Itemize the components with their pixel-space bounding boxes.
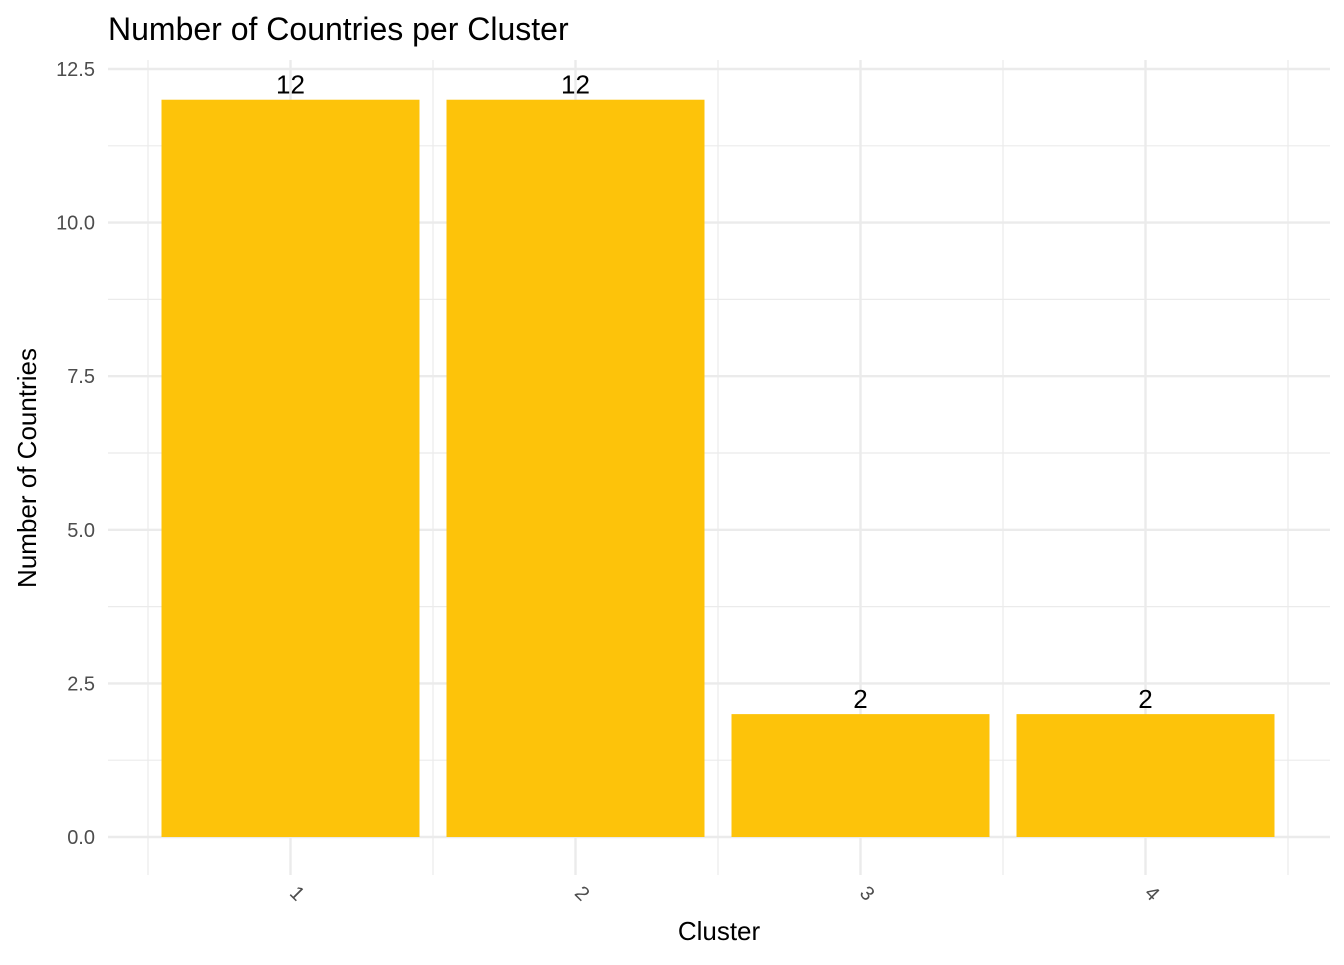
- y-tick-label: 2.5: [67, 673, 95, 695]
- data-label: 2: [1138, 684, 1152, 714]
- x-tick-label: 1: [285, 882, 308, 905]
- y-tick-label: 5.0: [67, 520, 95, 542]
- x-axis-ticks: 1 2 3 4: [285, 882, 1163, 905]
- data-label: 12: [276, 70, 305, 100]
- data-label: 2: [853, 684, 867, 714]
- x-axis-title: Cluster: [678, 916, 761, 946]
- data-label: 12: [561, 70, 590, 100]
- bar-cluster-2: [446, 99, 705, 838]
- y-tick-label: 12.5: [56, 59, 95, 81]
- y-axis-title: Number of Countries: [12, 348, 42, 588]
- bars: [161, 99, 1275, 838]
- bar-cluster-4: [1016, 714, 1275, 837]
- y-axis-ticks: 0.0 2.5 5.0 7.5 10.0 12.5: [56, 59, 95, 849]
- y-tick-label: 10.0: [56, 213, 95, 235]
- y-tick-label: 0.0: [67, 827, 95, 849]
- x-tick-label: 4: [1140, 882, 1163, 905]
- x-tick-label: 3: [855, 882, 878, 905]
- chart-title: Number of Countries per Cluster: [108, 11, 569, 47]
- y-tick-label: 7.5: [67, 366, 95, 388]
- bar-cluster-3: [731, 714, 990, 837]
- x-tick-label: 2: [570, 882, 593, 905]
- data-labels: 12 12 2 2: [276, 70, 1153, 714]
- bar-cluster-1: [161, 99, 420, 838]
